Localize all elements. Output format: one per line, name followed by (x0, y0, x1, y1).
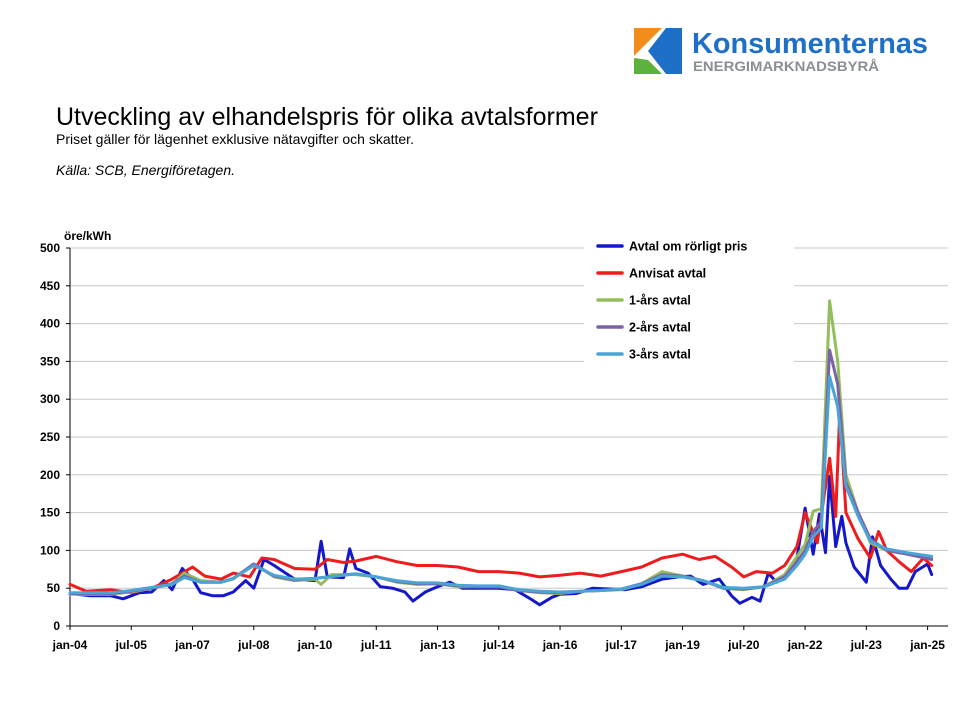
logo-orange-triangle (634, 28, 662, 56)
x-tick-label: jul-05 (115, 638, 148, 652)
legend-label: Avtal om rörligt pris (629, 240, 747, 254)
logo-blue-shape (648, 28, 682, 74)
y-tick-label: 300 (40, 392, 60, 406)
series-line-2 (68, 409, 934, 595)
series-line-1 (68, 474, 934, 607)
series-line-5 (68, 375, 934, 595)
x-tick-label: jul-14 (482, 638, 515, 652)
x-tick-label: jan-07 (174, 638, 210, 652)
legend: Avtal om rörligt pris Anvisat avtal 1-års … (596, 240, 747, 362)
logo-name: Konsumenternas (692, 28, 928, 60)
logo-green-triangle (634, 58, 662, 74)
x-tick-label: jan-04 (52, 638, 88, 652)
x-tick-label: jul-08 (237, 638, 270, 652)
x-tick-label: jan-16 (542, 638, 578, 652)
x-tick-label: jan-25 (909, 638, 945, 652)
y-tick-label: 100 (40, 543, 60, 557)
series (68, 299, 934, 607)
y-tick-label: 250 (40, 430, 60, 444)
logo-tagline: ENERGIMARKNADSBYRÅ (693, 58, 879, 74)
y-tick-label: 200 (40, 468, 60, 482)
y-tick-label: 150 (40, 506, 60, 520)
logo: Konsumenternas ENERGIMARKNADSBYRÅ (632, 26, 932, 78)
legend-background (584, 232, 794, 372)
y-tick-label: 50 (47, 581, 61, 595)
x-tick-labels: jan-04 jul-05 jan-07 jul-08 jan-10 jul-11 jan-… (52, 638, 946, 652)
chart-source: Källa: SCB, Energiföretagen. (56, 162, 235, 178)
legend-label: 2-års avtal (629, 321, 691, 335)
y-tick-label: 500 (40, 241, 60, 255)
y-tick-label: 0 (53, 619, 60, 633)
legend-label: 1-års avtal (629, 294, 691, 308)
x-tick-label: jul-11 (360, 638, 392, 652)
logo-mark: Konsumenternas ENERGIMARKNADSBYRÅ (634, 28, 928, 74)
x-tick-label: jul-17 (605, 638, 638, 652)
x-tick-label: jan-22 (787, 638, 823, 652)
y-tick-label: 450 (40, 279, 60, 293)
legend-label: Anvisat avtal (629, 267, 706, 281)
y-tick-label: 400 (40, 317, 60, 331)
y-tick-labels: 0 50 100 150 200 250 300 350 400 450 500 (40, 241, 60, 633)
y-tick-label: 350 (40, 354, 60, 368)
x-tick-label: jan-19 (664, 638, 700, 652)
y-axis-unit-label: öre/kWh (64, 229, 111, 243)
chart-subtitle: Priset gäller för lägenhet exklusive nät… (56, 131, 414, 147)
x-tick-label: jan-13 (419, 638, 455, 652)
chart-title: Utveckling av elhandelspris för olika av… (56, 103, 598, 131)
x-tick-label: jan-10 (297, 638, 333, 652)
x-tick-label: jul-20 (727, 638, 760, 652)
x-tick-label: jul-23 (850, 638, 883, 652)
legend-label: 3-års avtal (629, 348, 691, 362)
axes (66, 247, 948, 630)
